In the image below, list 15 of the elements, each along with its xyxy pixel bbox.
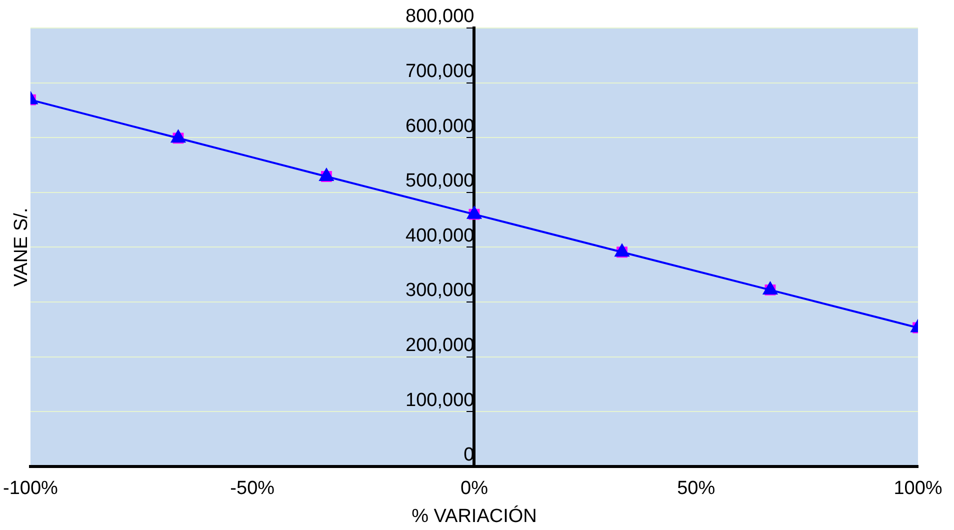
y-tick-label: 700,000 xyxy=(406,61,474,82)
y-tick-label: 500,000 xyxy=(406,170,474,192)
x-tick-label: -50% xyxy=(230,478,275,500)
x-tick-label: 0% xyxy=(460,478,488,500)
x-tick-label: 50% xyxy=(677,478,716,500)
y-tick-label: 400,000 xyxy=(406,225,474,246)
y-tick-label: 600,000 xyxy=(406,116,474,137)
y-axis-title: VANE S/. xyxy=(11,208,32,287)
y-tick-label: 200,000 xyxy=(406,335,474,356)
x-axis-title: % VARIACIÓN xyxy=(412,504,537,527)
x-tick-label: 100% xyxy=(894,478,942,500)
y-tick-label: 100,000 xyxy=(406,390,474,411)
y-tick-label: 300,000 xyxy=(406,280,474,302)
y-tick-label: 800,000 xyxy=(406,6,474,28)
x-tick-label: -100% xyxy=(3,478,58,500)
